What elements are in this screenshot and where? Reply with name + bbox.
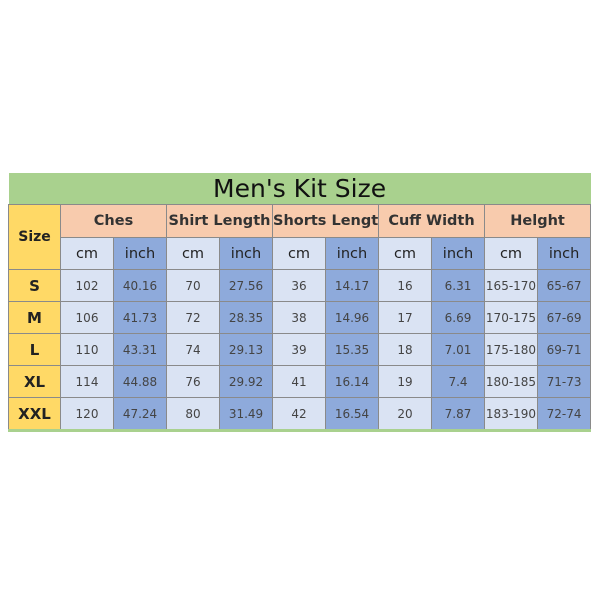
table-row: M 106 41.73 72 28.35 38 14.96 17 6.69 170-175 67-6… xyxy=(8,301,592,334)
value-cell: 7.4 xyxy=(431,365,485,398)
value-cell: 74 xyxy=(166,333,220,366)
value-cell: 16 xyxy=(378,269,432,302)
value-cell: 76 xyxy=(166,365,220,398)
value-cell: 80 xyxy=(166,397,220,431)
unit-header: inch xyxy=(113,237,167,270)
value-cell: 183-190 xyxy=(484,397,538,431)
unit-header: inch xyxy=(325,237,379,270)
value-cell: 72 xyxy=(166,301,220,334)
size-chart-table: Men's Kit Size Size Ches Shirt Length Short… xyxy=(8,173,592,432)
size-label: S xyxy=(8,269,61,302)
unit-header: cm xyxy=(60,237,114,270)
table-row: XXL 120 47.24 80 31.49 42 16.54 20 7.87 183-190 72… xyxy=(8,397,592,431)
value-cell: 7.87 xyxy=(431,397,485,431)
value-cell: 39 xyxy=(272,333,326,366)
value-cell: 6.31 xyxy=(431,269,485,302)
value-cell: 180-185 xyxy=(484,365,538,398)
value-cell: 165-170 xyxy=(484,269,538,302)
group-header: Ches xyxy=(60,204,167,238)
value-cell: 69-71 xyxy=(536,333,592,366)
value-cell: 36 xyxy=(272,269,326,302)
unit-header: inch xyxy=(219,237,273,270)
table-row: L 110 43.31 74 29.13 39 15.35 18 7.01 175-180 69-7… xyxy=(8,333,592,366)
value-cell: 42 xyxy=(272,397,326,431)
value-cell: 102 xyxy=(60,269,114,302)
table-row: S 102 40.16 70 27.56 36 14.17 16 6.31 165-170 65-6… xyxy=(8,269,592,302)
unit-header: inch xyxy=(431,237,485,270)
value-cell: 120 xyxy=(60,397,114,431)
unit-header: cm xyxy=(484,237,538,270)
value-cell: 70 xyxy=(166,269,220,302)
size-label: M xyxy=(8,301,61,334)
value-cell: 20 xyxy=(378,397,432,431)
value-cell: 14.17 xyxy=(325,269,379,302)
value-cell: 43.31 xyxy=(113,333,167,366)
value-cell: 67-69 xyxy=(536,301,592,334)
value-cell: 106 xyxy=(60,301,114,334)
value-cell: 44.88 xyxy=(113,365,167,398)
value-cell: 18 xyxy=(378,333,432,366)
value-cell: 72-74 xyxy=(536,397,592,431)
value-cell: 29.92 xyxy=(219,365,273,398)
value-cell: 41.73 xyxy=(113,301,167,334)
value-cell: 7.01 xyxy=(431,333,485,366)
group-header: Shirt Length xyxy=(166,204,273,238)
group-header: Shorts Length xyxy=(272,204,379,238)
size-label: XXL xyxy=(8,397,61,431)
value-cell: 29.13 xyxy=(219,333,273,366)
unit-header: cm xyxy=(378,237,432,270)
value-cell: 6.69 xyxy=(431,301,485,334)
value-cell: 175-180 xyxy=(484,333,538,366)
value-cell: 170-175 xyxy=(484,301,538,334)
value-cell: 71-73 xyxy=(536,365,592,398)
size-label: XL xyxy=(8,365,61,398)
unit-header: cm xyxy=(166,237,220,270)
value-cell: 114 xyxy=(60,365,114,398)
value-cell: 28.35 xyxy=(219,301,273,334)
value-cell: 110 xyxy=(60,333,114,366)
value-cell: 65-67 xyxy=(536,269,592,302)
table-row: XL 114 44.88 76 29.92 41 16.14 19 7.4 180-185 71-7… xyxy=(8,365,592,398)
value-cell: 19 xyxy=(378,365,432,398)
value-cell: 15.35 xyxy=(325,333,379,366)
value-cell: 17 xyxy=(378,301,432,334)
value-cell: 16.14 xyxy=(325,365,379,398)
value-cell: 41 xyxy=(272,365,326,398)
unit-header: inch xyxy=(536,237,592,270)
size-label: L xyxy=(8,333,61,366)
group-header: Cuff Width xyxy=(378,204,485,238)
table-title: Men's Kit Size xyxy=(8,173,591,205)
group-header: Helght xyxy=(483,204,592,238)
unit-header: cm xyxy=(272,237,326,270)
value-cell: 38 xyxy=(272,301,326,334)
size-header: Size xyxy=(8,204,61,270)
value-cell: 16.54 xyxy=(325,397,379,431)
value-cell: 27.56 xyxy=(219,269,273,302)
value-cell: 31.49 xyxy=(219,397,273,431)
value-cell: 47.24 xyxy=(113,397,167,431)
value-cell: 14.96 xyxy=(325,301,379,334)
value-cell: 40.16 xyxy=(113,269,167,302)
